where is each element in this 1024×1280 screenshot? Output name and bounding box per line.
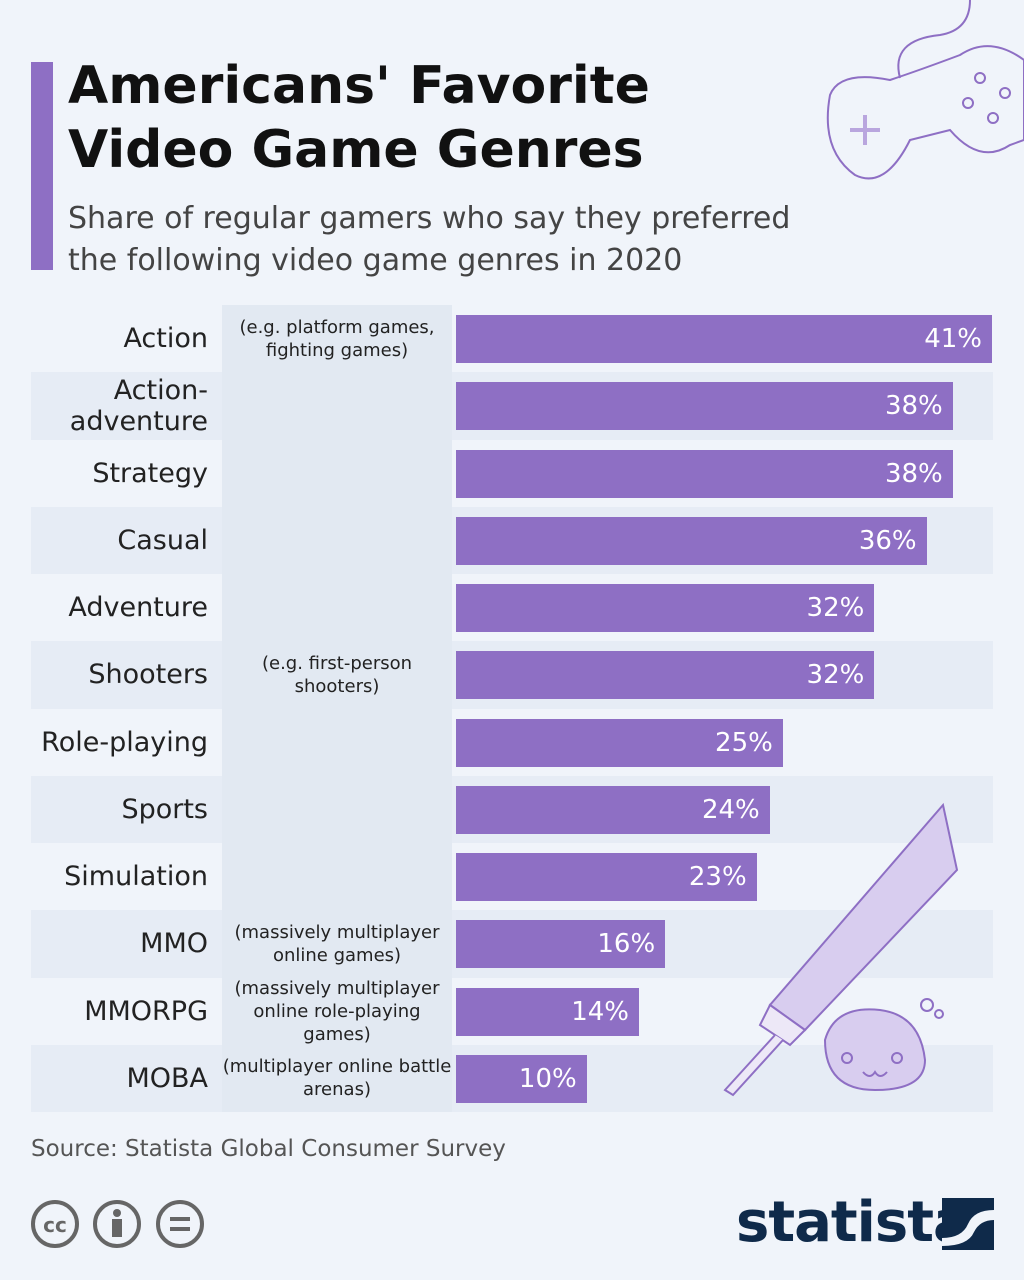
value-label: 32% [806, 660, 865, 691]
category-label: Sports [121, 793, 208, 825]
note-column [222, 574, 452, 642]
category-label: Adventure [68, 592, 208, 624]
bar: 38% [456, 382, 953, 431]
bar: 14% [456, 987, 640, 1036]
category-label: Role-playing [41, 726, 208, 758]
source-note: Source: Statista Global Consumer Survey [31, 1136, 506, 1162]
category-label: MMO [140, 928, 208, 960]
category-label: MMORPG [84, 995, 208, 1027]
note-column [222, 506, 452, 574]
bar: 38% [456, 449, 953, 498]
note-column [222, 372, 452, 440]
accent-bar [31, 62, 53, 270]
note-column [222, 775, 452, 843]
category-label: Action [123, 323, 208, 355]
note-column [222, 641, 452, 709]
category-note: (e.g. platform games, fighting games) [239, 316, 435, 361]
value-label: 32% [806, 593, 865, 623]
category-note: (massively multiplayer online games) [234, 921, 440, 966]
category-label: Strategy [92, 457, 208, 489]
brand-logo: statista [736, 1190, 971, 1255]
value-label: 25% [715, 727, 773, 758]
bar: 32% [456, 584, 875, 632]
category-note: (multiplayer online battle arenas) [222, 1056, 452, 1101]
svg-text:cc: cc [43, 1213, 67, 1237]
bar: 32% [456, 651, 875, 700]
note-column [222, 439, 452, 507]
value-label: 10% [518, 1063, 577, 1094]
value-label: 36% [858, 525, 917, 556]
category-note: (e.g. first-person shooters) [261, 652, 413, 697]
category-label: Action-adventure [69, 374, 208, 437]
chart-subtitle: Share of regular gamers who say they pre… [68, 201, 791, 278]
value-label: 41% [924, 324, 982, 354]
category-label: MOBA [126, 1062, 208, 1094]
license-icons: cc [31, 1200, 204, 1248]
note-column [222, 1044, 452, 1112]
category-label: Simulation [64, 861, 208, 893]
value-label: 38% [884, 458, 943, 489]
value-label: 14% [571, 996, 630, 1027]
value-label: 16% [597, 929, 656, 960]
sword-illustration [723, 802, 959, 1097]
value-label: 24% [701, 794, 760, 825]
brand-mark [942, 1198, 994, 1250]
value-label: 38% [884, 391, 943, 422]
note-column [222, 305, 452, 373]
category-label: Shooters [88, 659, 208, 691]
bar: 16% [456, 920, 666, 969]
note-column [222, 977, 452, 1045]
note-column [222, 910, 452, 978]
note-column [222, 843, 452, 911]
bar: 25% [456, 718, 783, 767]
gamepad-icon [826, 0, 1024, 180]
chart-title: Americans' Favorite Video Game Genres [68, 56, 650, 180]
value-label: 23% [688, 862, 747, 892]
note-column [222, 708, 452, 776]
category-note: (massively multiplayer online role-playi… [234, 977, 440, 1045]
category-label: Casual [117, 524, 208, 556]
bar: 24% [456, 785, 770, 834]
bar: 36% [456, 516, 927, 565]
bar: 10% [456, 1054, 587, 1103]
bar: 41% [456, 315, 992, 363]
bar: 23% [456, 853, 757, 901]
